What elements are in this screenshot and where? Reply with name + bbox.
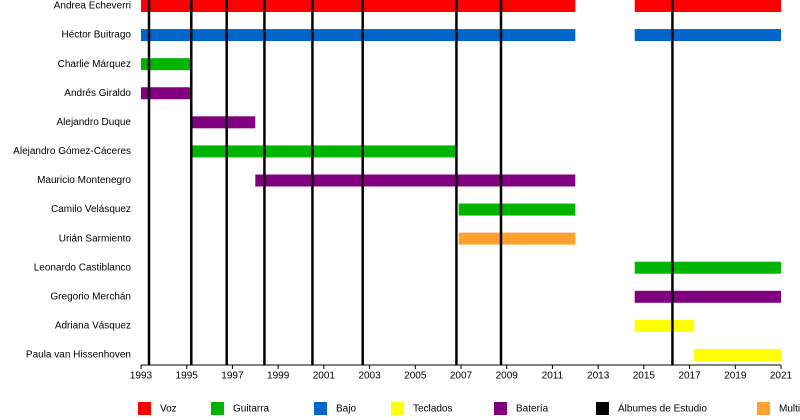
x-tick-label: 2021 [770, 371, 793, 382]
x-tick-label: 2015 [633, 371, 656, 382]
x-tick-label: 2003 [358, 371, 381, 382]
bar [634, 319, 695, 332]
legend-swatch [494, 402, 507, 415]
member-label: Gregorio Merchán [50, 291, 131, 302]
member-label: Adriana Vásquez [55, 321, 131, 332]
x-tick-label: 2013 [587, 371, 610, 382]
bar [191, 116, 256, 129]
bar [255, 174, 576, 187]
legend-label: Voz [160, 404, 177, 415]
x-tick-label: 2011 [542, 371, 564, 382]
legend-label: Guitarra [233, 404, 270, 415]
legend-label: Multi [779, 404, 800, 415]
legend-swatch [314, 402, 327, 415]
x-tick-label: 2017 [678, 371, 701, 382]
bar [694, 348, 781, 361]
legend-swatch [138, 402, 151, 415]
bar [458, 203, 576, 216]
bar [141, 29, 576, 42]
member-label: Andrés Giraldo [64, 88, 131, 99]
x-tick-label: 2001 [313, 371, 336, 382]
x-tick-label: 2019 [724, 371, 747, 382]
legend-swatch [391, 402, 404, 415]
member-label: Charlie Márquez [58, 59, 131, 70]
member-label: Alejandro Duque [57, 117, 132, 128]
x-tick-label: 2007 [450, 371, 473, 382]
member-label: Andrea Echeverri [54, 1, 131, 12]
x-tick-label: 2009 [496, 371, 519, 382]
legend-label: Bajo [336, 404, 356, 415]
legend-label: Batería [516, 404, 549, 415]
legend-swatch [757, 402, 770, 415]
bar [634, 290, 781, 303]
x-tick-label: 2005 [404, 371, 427, 382]
legend-label: Álbumes de Estudio [618, 402, 707, 415]
member-label: Héctor Buitrago [62, 30, 132, 41]
member-label: Alejandro Gómez-Cáceres [13, 146, 131, 157]
member-label: Camilo Velásquez [51, 204, 131, 215]
x-tick-label: 1997 [221, 371, 244, 382]
x-tick-label: 1993 [130, 371, 153, 382]
member-label: Leonardo Castiblanco [34, 262, 132, 273]
member-label: Paula van Hissenhoven [26, 350, 131, 361]
bar [141, 58, 192, 71]
member-label: Urián Sarmiento [59, 233, 132, 244]
member-label: Mauricio Montenegro [37, 175, 131, 186]
x-tick-label: 1999 [267, 371, 290, 382]
bar [458, 232, 576, 245]
bar [191, 145, 457, 158]
bar [141, 0, 576, 12]
bar [634, 261, 781, 274]
bar [634, 0, 781, 12]
x-tick-label: 1995 [176, 371, 199, 382]
legend-swatch [596, 402, 609, 415]
bar [141, 87, 192, 100]
legend-label: Teclados [413, 404, 452, 415]
legend-swatch [211, 402, 224, 415]
bar [634, 29, 781, 42]
